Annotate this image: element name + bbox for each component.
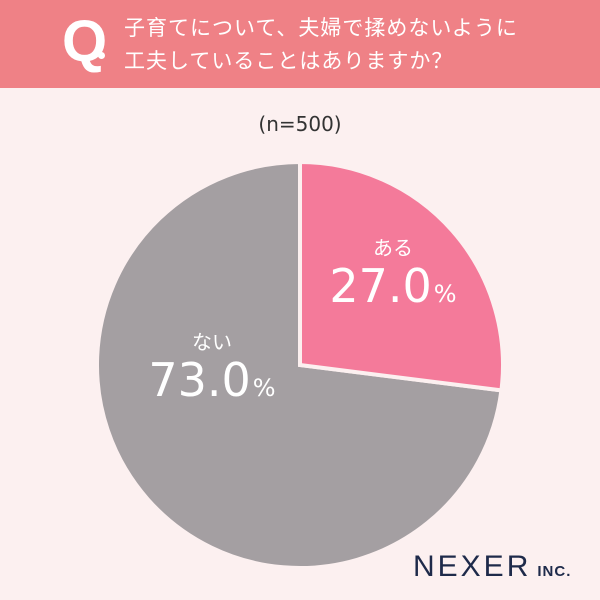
sample-size: (n=500) (258, 112, 342, 136)
nexer-logo: NEXER INC. (413, 550, 571, 584)
q-mark: Q (62, 9, 108, 74)
logo-name: NEXER (413, 550, 532, 583)
question-line-2: 工夫していることはありますか？ (124, 49, 454, 73)
slice-label-nai: ない 73.0% (132, 326, 292, 405)
slice-name-aru: ある (373, 236, 413, 260)
question-text: 子育てについて、夫婦で揉めないように 工夫していることはありますか？ (124, 12, 518, 78)
slice-unit-aru: % (433, 280, 457, 308)
question-line-1: 子育てについて、夫婦で揉めないように (124, 16, 518, 40)
logo-suffix: INC. (537, 563, 572, 580)
slice-label-aru: ある 27.0% (318, 232, 468, 311)
slice-aru (298, 159, 505, 393)
slice-name-nai: ない (192, 330, 232, 354)
slice-value-aru: 27.0 (329, 259, 432, 313)
slice-value-nai: 73.0 (148, 353, 251, 407)
question-header: Q 子育てについて、夫婦で揉めないように 工夫していることはありますか？ (0, 0, 600, 88)
slice-unit-nai: % (252, 374, 276, 402)
q-dot-icon (98, 52, 105, 59)
